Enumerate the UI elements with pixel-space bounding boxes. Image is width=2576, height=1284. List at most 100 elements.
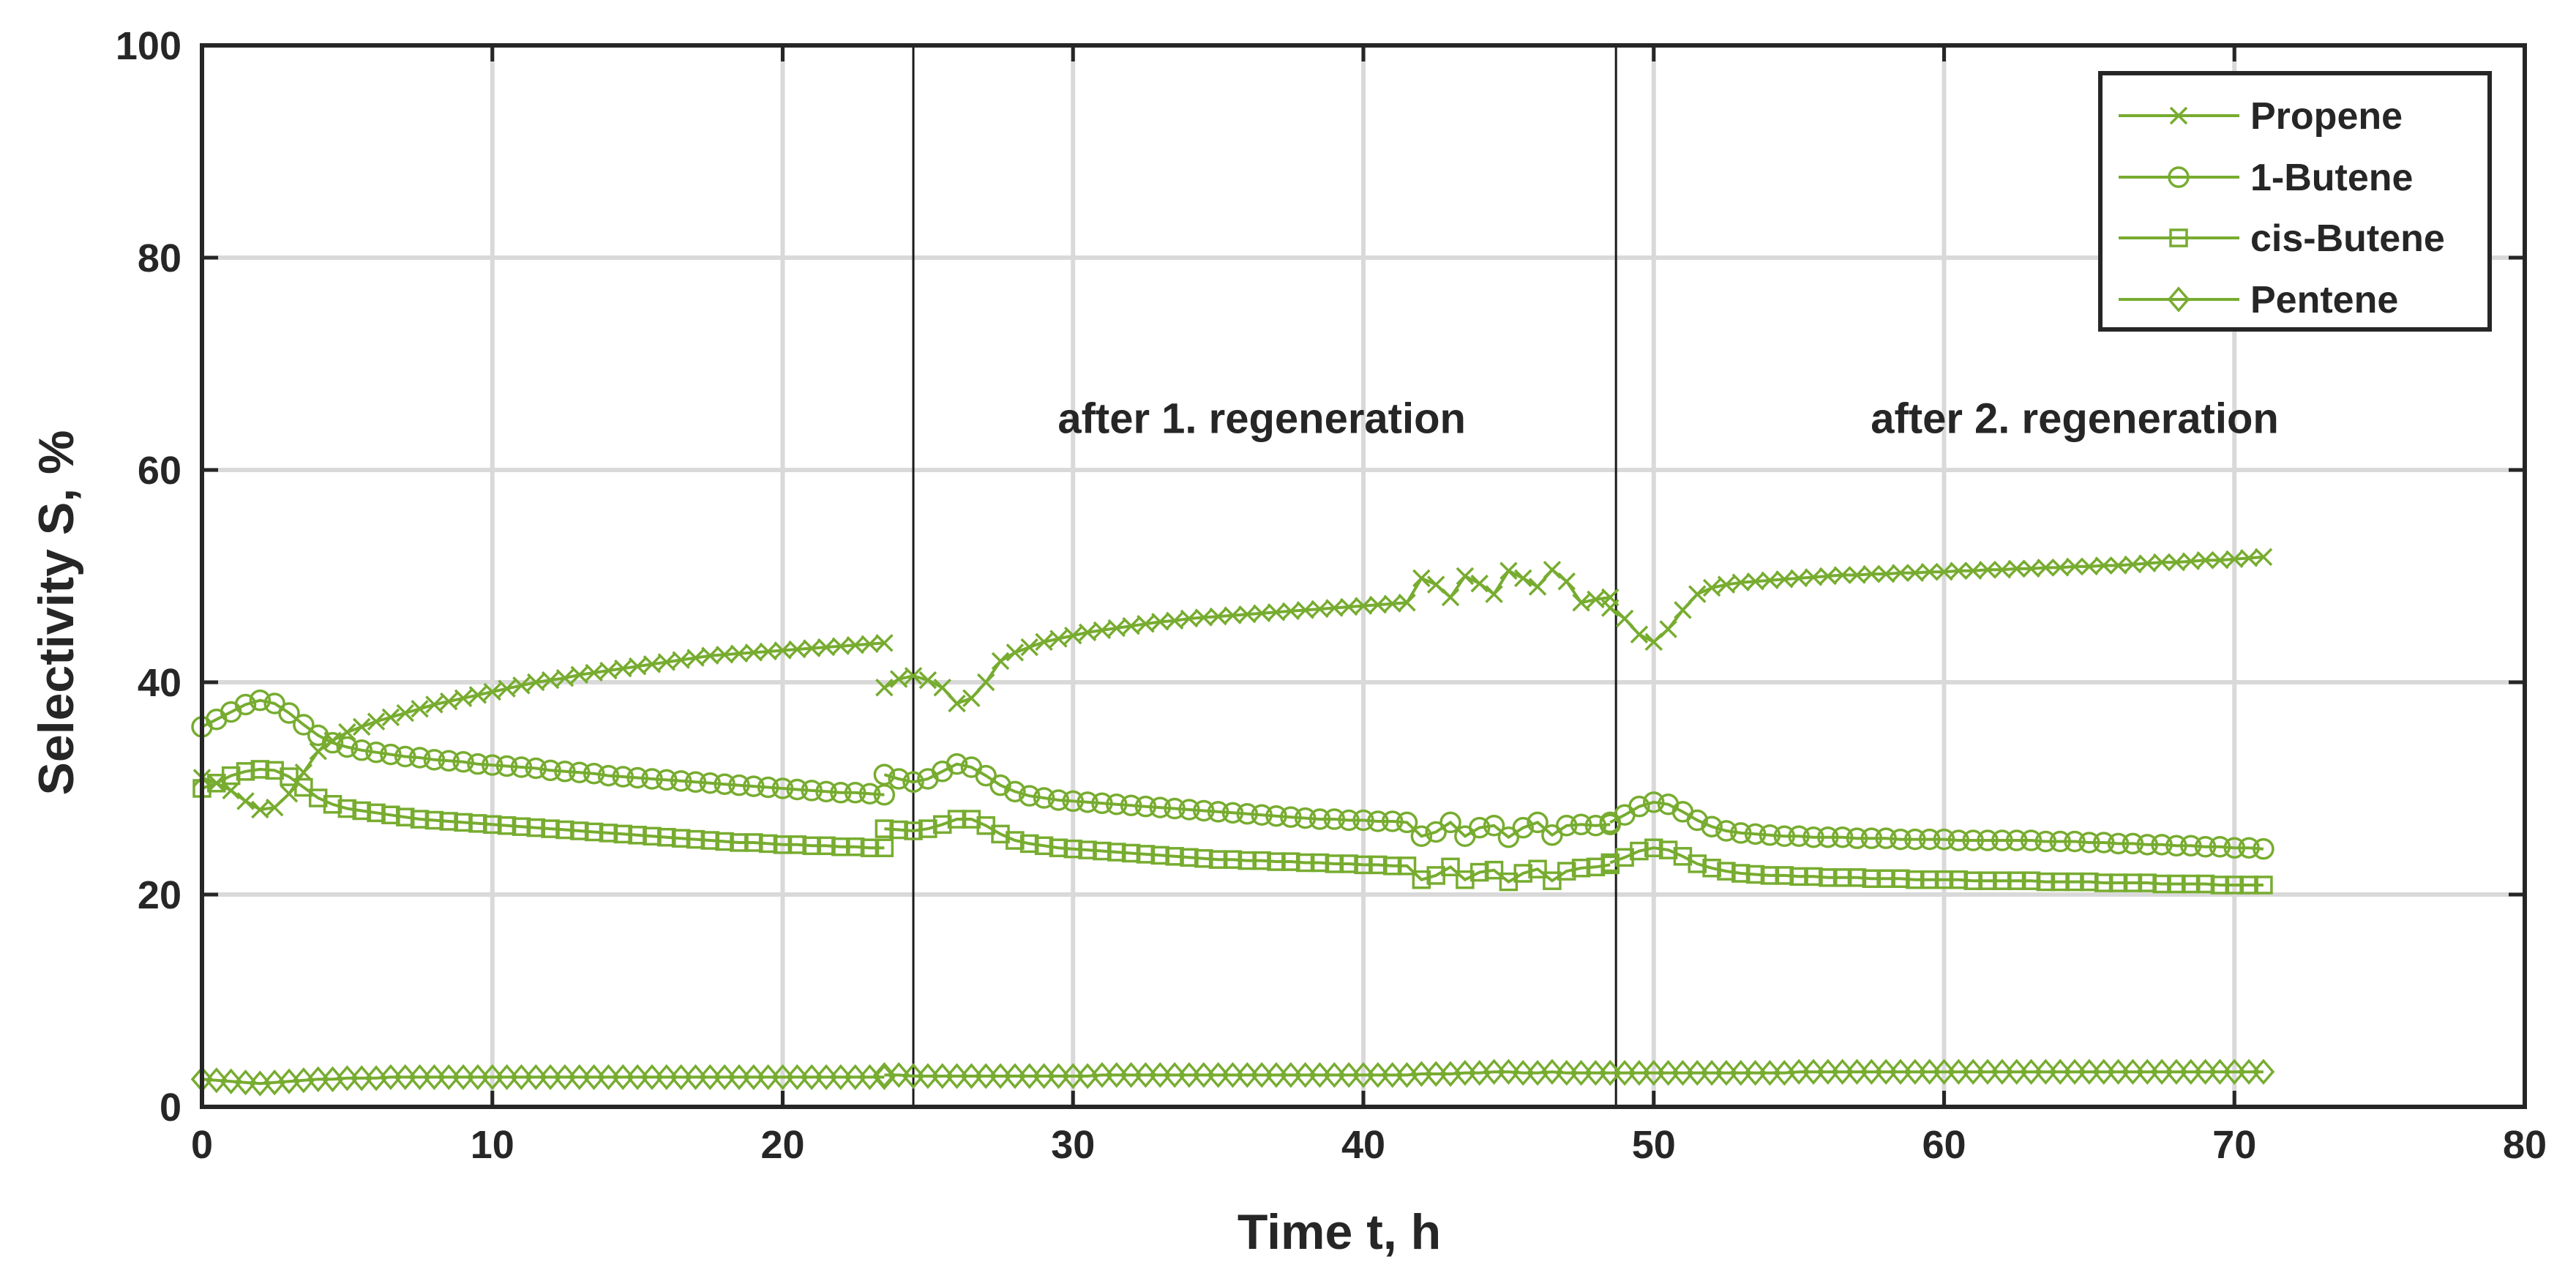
data-point-1-butene	[321, 731, 344, 754]
data-point-propene	[1920, 562, 1939, 581]
data-point-propene	[468, 686, 487, 704]
data-point-cis-butene	[308, 788, 328, 807]
data-point-cis-butene	[947, 810, 967, 829]
data-point-propene	[541, 671, 560, 690]
data-point-cis-butene	[395, 807, 415, 826]
data-point-1-butene	[597, 764, 620, 787]
data-point-pentene	[1047, 1063, 1070, 1089]
data-point-1-butene	[2107, 832, 2130, 855]
data-point-propene	[614, 659, 632, 678]
data-point-1-butene	[1251, 804, 1273, 826]
data-point-1-butene	[1918, 828, 1941, 851]
data-point-pentene	[1352, 1061, 1375, 1089]
series-1-butene	[191, 689, 2274, 860]
data-point-cis-butene	[657, 827, 676, 847]
data-point-1-butene	[1134, 795, 1157, 818]
data-point-pentene	[510, 1064, 533, 1091]
data-point-propene	[904, 667, 923, 685]
data-point-propene	[774, 641, 792, 660]
data-point-1-butene	[1236, 803, 1259, 825]
data-point-1-butene	[1701, 815, 1723, 837]
data-point-pentene	[786, 1064, 809, 1091]
data-point-propene	[657, 653, 676, 671]
data-point-1-butene	[1091, 792, 1113, 815]
data-point-cis-butene	[700, 831, 720, 850]
data-point-propene	[1848, 566, 1866, 584]
data-point-1-butene	[1890, 828, 1912, 851]
data-point-pentene	[684, 1064, 707, 1091]
data-point-pentene	[597, 1064, 620, 1091]
data-point-propene	[381, 708, 400, 727]
data-point-pentene	[1308, 1061, 1331, 1089]
data-point-cis-butene	[1731, 864, 1751, 883]
data-point-1-butene	[1193, 799, 1215, 822]
data-point-propene	[1587, 590, 1605, 609]
data-point-1-butene	[1280, 806, 1302, 828]
data-point-1-butene	[1977, 829, 1999, 851]
data-point-propene	[1325, 599, 1344, 617]
data-point-1-butene	[1439, 811, 1461, 834]
data-point-cis-butene	[280, 767, 299, 786]
data-point-cis-butene	[1484, 860, 1504, 880]
data-point-pentene	[1221, 1061, 1244, 1089]
data-point-pentene	[539, 1064, 562, 1091]
data-point-cis-butene	[1963, 871, 1982, 890]
data-point-propene	[1165, 611, 1184, 630]
data-point-cis-butene	[265, 761, 284, 780]
data-point-1-butene	[714, 773, 735, 795]
data-point-1-butene	[626, 766, 648, 789]
x-tick-label: 30	[1051, 1123, 1095, 1167]
data-point-1-butene	[452, 751, 474, 773]
data-point-propene	[730, 644, 749, 663]
data-point-pentene	[713, 1064, 736, 1091]
data-point-propene	[1412, 569, 1431, 588]
data-point-propene	[1485, 585, 1503, 603]
data-point-1-butene	[1512, 816, 1534, 839]
legend-label-pentene: Pentene	[2250, 279, 2398, 321]
data-point-1-butene	[1962, 829, 1984, 851]
data-point-pentene	[757, 1064, 779, 1091]
data-point-1-butene	[1018, 785, 1041, 807]
data-point-cis-butene	[468, 814, 487, 833]
data-point-1-butene	[365, 741, 387, 764]
data-point-pentene	[423, 1064, 446, 1091]
x-tick-label: 70	[2212, 1123, 2256, 1167]
data-point-cis-butene	[904, 821, 923, 840]
data-point-propene	[555, 668, 574, 687]
data-point-propene	[352, 717, 371, 736]
data-point-cis-butene	[817, 836, 836, 856]
data-point-propene	[1557, 572, 1576, 591]
data-point-propene	[1775, 570, 1794, 589]
data-point-propene	[2037, 559, 2055, 577]
data-point-pentene	[1991, 1059, 2014, 1085]
data-point-1-butene	[1555, 815, 1578, 837]
data-point-cis-butene	[410, 810, 430, 829]
data-point-cis-butene	[845, 837, 865, 856]
data-point-cis-butene	[802, 836, 821, 856]
data-point-1-butene	[1120, 794, 1142, 816]
legend-marker-propene	[2169, 106, 2188, 125]
data-point-pentene	[1657, 1059, 1680, 1086]
data-point-cis-butene	[1034, 836, 1054, 856]
data-point-1-butene	[1004, 780, 1026, 803]
data-point-propene	[1470, 574, 1489, 593]
data-point-propene	[1035, 632, 1053, 652]
data-point-pentene	[1933, 1059, 1955, 1085]
data-point-cis-butene	[1644, 838, 1663, 857]
data-point-propene	[1950, 561, 1968, 580]
data-point-propene	[570, 665, 589, 684]
data-point-cis-butene	[1267, 852, 1286, 871]
data-point-1-butene	[786, 778, 809, 801]
data-point-pentene	[1889, 1059, 1912, 1085]
regeneration-lines	[912, 45, 1617, 1107]
data-point-cis-butene	[2181, 874, 2201, 894]
data-point-propene	[1426, 575, 1445, 594]
data-point-cis-butene	[337, 799, 357, 818]
data-point-propene	[1180, 609, 1199, 628]
data-point-pentene	[974, 1063, 997, 1089]
data-point-cis-butene	[1238, 851, 1257, 870]
data-point-propene	[1456, 567, 1475, 586]
data-point-propene	[1644, 632, 1663, 652]
data-point-1-butene	[771, 777, 794, 799]
data-point-1-butene	[1308, 808, 1331, 830]
